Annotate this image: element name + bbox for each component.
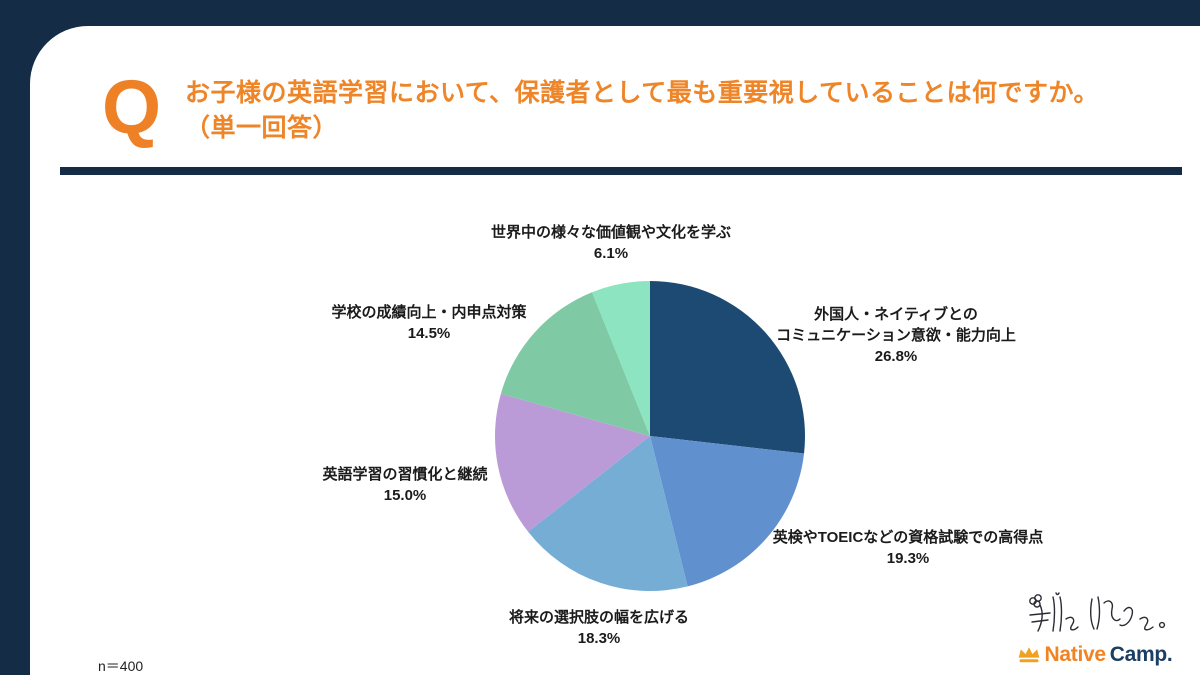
pie-label-communication: 外国人・ネイティブとの コミュニケーション意欲・能力向上 26.8% [776,304,1016,367]
pie-label-text: 世界中の様々な価値観や文化を学ぶ [490,224,732,241]
footer-logos: Native Camp. [1007,589,1182,667]
pie-slice [528,436,688,591]
pie-slice [650,281,805,454]
question-title: お子様の英語学習において、保護者として最も重要視していることは何ですか。 （単一… [185,76,1185,146]
crown-icon [1018,647,1039,663]
pie-label-pct: 19.3% [886,550,930,567]
pie-label-world-cultures: 世界中の様々な価値観や文化を学ぶ 6.1% [491,222,731,264]
pie-label-text: 学校の成績向上・内申点対策 [331,304,527,321]
pie-label-pct: 15.0% [383,487,427,504]
question-q-logo: Q [102,65,161,150]
title-divider-rule [60,167,1182,175]
pie-slice [500,292,650,436]
pie-label-habit: 英語学習の習慣化と継続 15.0% [322,464,487,506]
pie-label-exams: 英検やTOEICなどの資格試験での高得点 19.3% [773,527,1044,569]
brand-native-text: Native [1044,643,1107,666]
pie-chart [490,276,810,596]
pie-label-text: 英語学習の習慣化と継続 [322,466,488,483]
pie-slice [650,436,805,587]
pie-chart-svg [495,281,805,591]
question-title-line2: （単一回答） [185,114,339,142]
pie-label-pct: 14.5% [407,325,451,342]
pie-label-text: 英検やTOEICなどの資格試験での高得点 [772,529,1044,546]
pie-slice [495,393,650,532]
pie-label-school-grades: 学校の成績向上・内申点対策 14.5% [331,302,526,344]
pie-slice [592,281,650,436]
question-title-line1: お子様の英語学習において、保護者として最も重要視していることは何ですか。 [185,79,1100,107]
pie-label-pct: 6.1% [593,245,629,262]
content-card: Q お子様の英語学習において、保護者として最も重要視していることは何ですか。 （… [30,26,1200,675]
sample-size-label: n＝400 [98,658,144,674]
nativecamp-logo: Native Camp. [1007,643,1182,667]
pie-label-pct: 18.3% [577,630,621,647]
brand-camp-text: Camp. [1109,643,1173,666]
pie-label-text: コミュニケーション意欲・能力向上 [776,327,1016,344]
pie-label-text: 外国人・ネイティブとの [814,306,978,323]
bokutowatashito-handwritten-logo [1028,592,1165,632]
pie-label-future-options: 将来の選択肢の幅を広げる 18.3% [509,607,689,649]
pie-label-pct: 26.8% [874,348,918,365]
pie-label-text: 将来の選択肢の幅を広げる [508,609,690,626]
